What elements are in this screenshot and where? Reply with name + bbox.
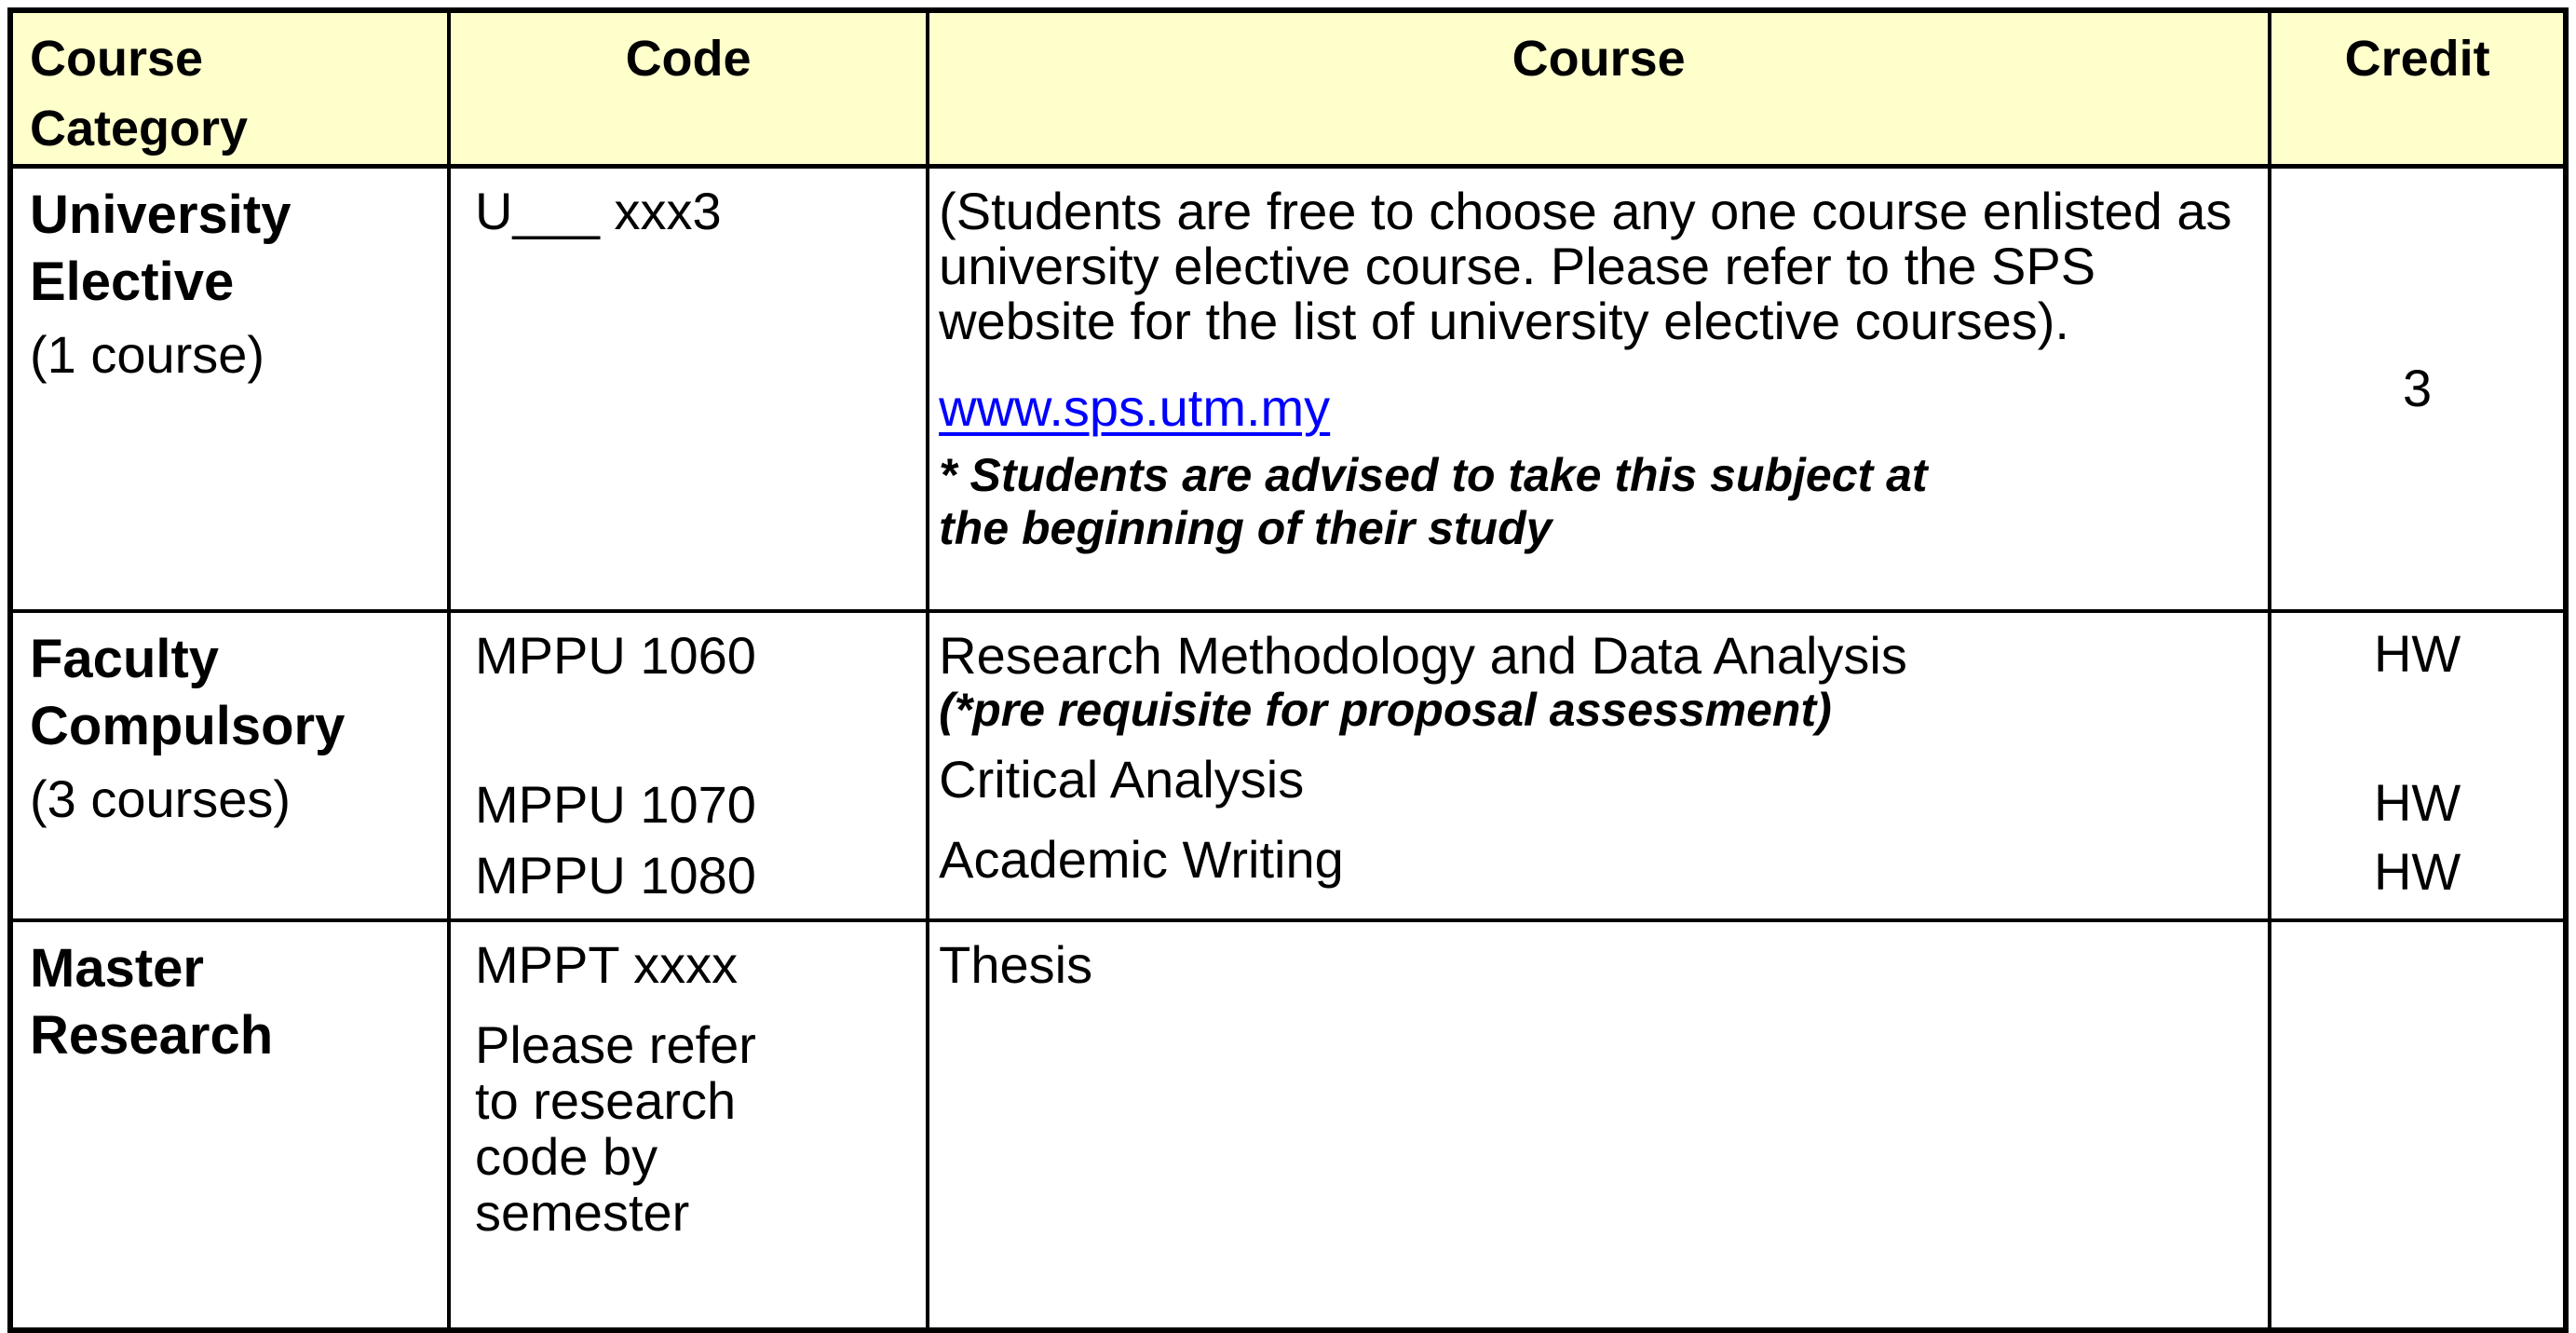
header-course-category: Course Category xyxy=(7,8,452,170)
cell-credit: 3 xyxy=(2268,164,2568,613)
course-advice-note: * Students are advised to take this subj… xyxy=(939,449,1928,555)
category-title: Master Research xyxy=(30,937,274,1066)
header-credit: Credit xyxy=(2268,8,2568,170)
cell-course: Research Methodology and Data Analysis (… xyxy=(926,608,2272,922)
course-name: Critical Analysis xyxy=(939,749,1305,809)
course-name: Research Methodology and Data Analysis xyxy=(939,625,1907,685)
course-category-table: Course Category Code Course Credit Unive… xyxy=(7,7,2569,1333)
cell-course: Thesis xyxy=(926,918,2272,1332)
header-row: Course Category Code Course Credit xyxy=(7,8,2568,170)
category-note: (1 course) xyxy=(30,325,265,385)
cell-credit: HW HW HW xyxy=(2268,608,2568,922)
course-name: Thesis xyxy=(939,934,1093,994)
credit-value: HW xyxy=(2373,772,2461,832)
course-prerequisite-note: (*pre requisite for proposal assessment) xyxy=(939,683,1832,736)
code-value: MPPT xxxx xyxy=(475,934,739,994)
category-note: (3 courses) xyxy=(30,769,291,828)
table-row-university-elective: University Elective (1 course) U___ xxx3… xyxy=(7,164,2568,613)
category-title: University Elective xyxy=(30,184,291,313)
cell-course: (Students are free to choose any one cou… xyxy=(926,164,2272,613)
course-name: Academic Writing xyxy=(939,829,1344,889)
cell-category: University Elective (1 course) xyxy=(7,164,452,613)
code-value: MPPU 1060 xyxy=(475,625,756,685)
table-row-master-research: Master Research MPPT xxxx Please refer t… xyxy=(7,918,2568,1332)
code-value: MPPU 1080 xyxy=(475,845,756,905)
credit-value: HW xyxy=(2373,841,2461,901)
sps-website-link[interactable]: www.sps.utm.my xyxy=(939,378,1331,438)
table-row-faculty-compulsory: Faculty Compulsory (3 courses) MPPU 1060… xyxy=(7,608,2568,922)
cell-code: MPPU 1060 MPPU 1070 MPPU 1080 xyxy=(447,608,930,922)
cell-category: Master Research xyxy=(7,918,452,1332)
cell-code: MPPT xxxx Please refer to research code … xyxy=(447,918,930,1332)
credit-value: 3 xyxy=(2403,358,2433,417)
code-value: U___ xxx3 xyxy=(475,182,722,241)
course-description: (Students are free to choose any one cou… xyxy=(939,182,2232,351)
cell-category: Faculty Compulsory (3 courses) xyxy=(7,608,452,922)
credit-value: HW xyxy=(2373,623,2461,683)
code-note: Please refer to research code by semeste… xyxy=(475,1014,756,1242)
category-title: Faculty Compulsory xyxy=(30,628,346,756)
header-course: Course xyxy=(926,8,2272,170)
cell-credit xyxy=(2268,918,2568,1332)
header-code: Code xyxy=(447,8,930,170)
cell-code: U___ xxx3 xyxy=(447,164,930,613)
code-value: MPPU 1070 xyxy=(475,774,756,834)
